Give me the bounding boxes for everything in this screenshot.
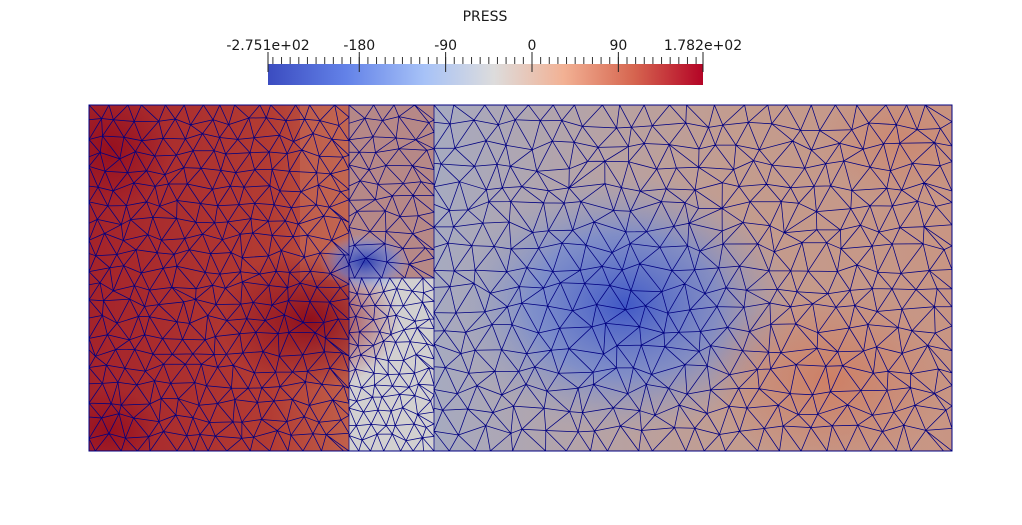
colorbar-major-ticks xyxy=(267,52,704,72)
colorbar-tick-label: 0 xyxy=(528,38,537,54)
colorbar-tick-label: 90 xyxy=(609,38,627,54)
colorbar-gradient xyxy=(268,64,703,85)
colorbar-tick-label: 1.782e+02 xyxy=(664,38,742,54)
colorbar: -2.751e+02 -180 -90 0 90 1.782e+02 xyxy=(226,38,742,85)
colorbar-title: PRESS xyxy=(462,9,508,25)
pressure-color-fill xyxy=(89,105,952,451)
colorbar-tick-label: -90 xyxy=(434,38,457,54)
triangle-mesh xyxy=(89,105,952,451)
mesh-edges xyxy=(89,105,952,451)
domain-outline xyxy=(88,104,953,452)
colorbar-tick-label: -180 xyxy=(343,38,375,54)
colorbar-tick-label: -2.751e+02 xyxy=(226,38,309,54)
colorbar-tick-labels: -2.751e+02 -180 -90 0 90 1.782e+02 xyxy=(226,38,742,54)
